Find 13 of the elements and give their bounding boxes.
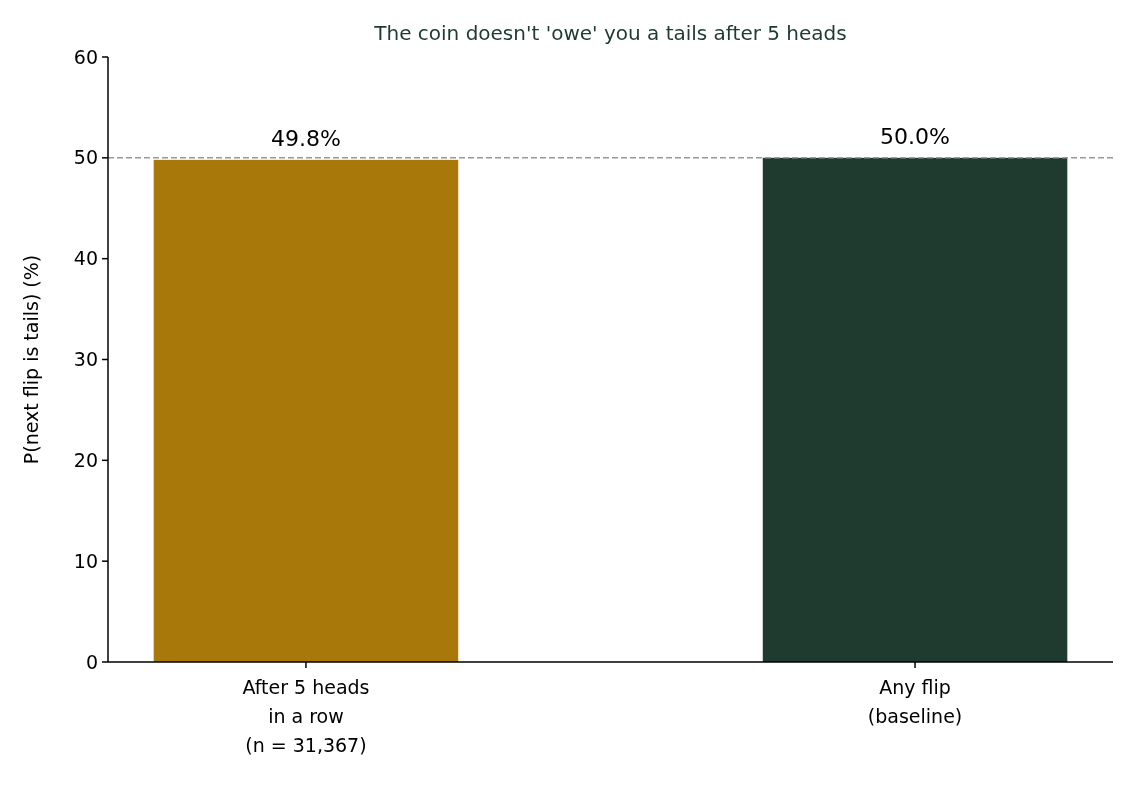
- data-label: 49.8%: [271, 125, 341, 151]
- chart-title: The coin doesn't 'owe' you a tails after 5 heads: [373, 21, 847, 45]
- y-tick-label: 50: [73, 146, 98, 169]
- y-tick-label: 30: [73, 348, 98, 371]
- x-tick-label: After 5 heads in a row (n = 31,367): [242, 676, 370, 756]
- y-tick-label: 60: [73, 45, 98, 68]
- x-tick-label: Any flip (baseline): [867, 676, 963, 727]
- y-tick-label: 0: [85, 650, 98, 673]
- y-tick-label: 40: [73, 247, 98, 270]
- data-label: 50.0%: [880, 123, 950, 149]
- y-tick-label: 10: [73, 549, 98, 572]
- y-axis-title: P(next flip is tails) (%): [20, 254, 42, 465]
- y-tick-label: 20: [73, 448, 98, 471]
